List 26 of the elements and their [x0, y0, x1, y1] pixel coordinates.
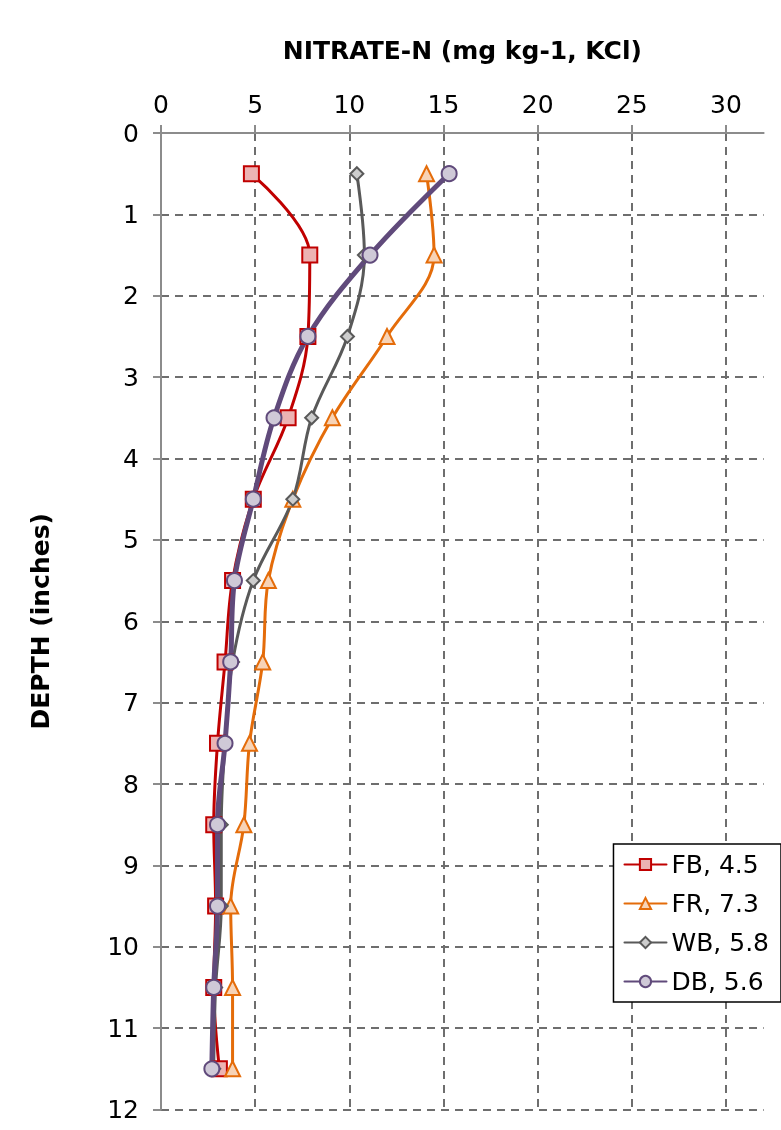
- y-tick-label: 7: [123, 688, 139, 718]
- x-tick-label: 0: [153, 90, 169, 119]
- legend-label: DB, 5.6: [671, 967, 764, 996]
- y-tick-label: 0: [123, 118, 139, 148]
- legend-label: FR, 7.3: [671, 889, 759, 918]
- y-tick-label: 6: [123, 606, 139, 636]
- x-tick-label: 20: [521, 90, 554, 119]
- x-tick-label: 30: [710, 90, 742, 119]
- y-axis-title: DEPTH (inches): [26, 512, 55, 730]
- x-axis-title: NITRATE-N (mg kg-1, KCl): [282, 36, 642, 65]
- y-tick-label: 11: [107, 1013, 139, 1043]
- y-tick-label: 2: [123, 281, 139, 311]
- y-tick-label: 4: [123, 444, 139, 473]
- x-tick-label: 15: [427, 90, 460, 119]
- y-tick-label: 8: [123, 769, 139, 799]
- y-tick-label: 5: [123, 525, 139, 555]
- legend-label: WB, 5.8: [671, 928, 770, 957]
- x-tick-label: 10: [333, 90, 366, 119]
- x-tick-label: 5: [247, 90, 264, 119]
- y-tick-label: 9: [123, 850, 139, 880]
- y-tick-label: 3: [123, 362, 139, 392]
- x-tick-label: 25: [615, 90, 648, 119]
- y-tick-label: 1: [123, 199, 139, 229]
- y-tick-label: 10: [107, 932, 139, 962]
- y-tick-label: 12: [107, 1095, 139, 1124]
- legend-label: FB, 4.5: [671, 850, 759, 879]
